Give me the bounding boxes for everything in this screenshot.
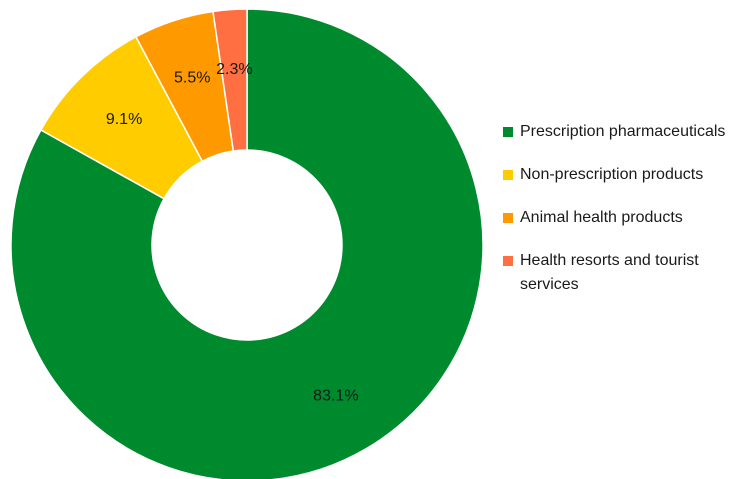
data-label-non-prescription-products: 9.1% bbox=[106, 111, 142, 128]
legend-swatch bbox=[503, 256, 513, 266]
legend-label: Prescription pharmaceuticals bbox=[520, 123, 726, 140]
slice-health-resorts-and-tourist-services bbox=[212, 8, 248, 152]
legend: Prescription pharmaceuticals Non-prescri… bbox=[503, 120, 739, 316]
data-label-prescription-pharmaceuticals: 83.1% bbox=[313, 388, 358, 405]
legend-swatch bbox=[503, 170, 513, 180]
slice-prescription-pharmaceuticals bbox=[10, 8, 484, 479]
legend-label: Animal health products bbox=[520, 209, 683, 226]
legend-label: Non-prescription products bbox=[520, 166, 704, 183]
legend-label: Health resorts and tourist services bbox=[520, 252, 699, 293]
legend-swatch bbox=[503, 213, 513, 223]
legend-swatch bbox=[503, 127, 513, 137]
legend-item-health-resorts: Health resorts and tourist services bbox=[503, 249, 739, 297]
legend-item-prescription-pharmaceuticals: Prescription pharmaceuticals bbox=[503, 120, 739, 144]
legend-item-non-prescription-products: Non-prescription products bbox=[503, 163, 739, 187]
legend-item-animal-health-products: Animal health products bbox=[503, 206, 739, 230]
data-label-animal-health-products: 5.5% bbox=[174, 69, 210, 86]
data-label-health-resorts-and-tourist-services: 2.3% bbox=[216, 61, 252, 78]
